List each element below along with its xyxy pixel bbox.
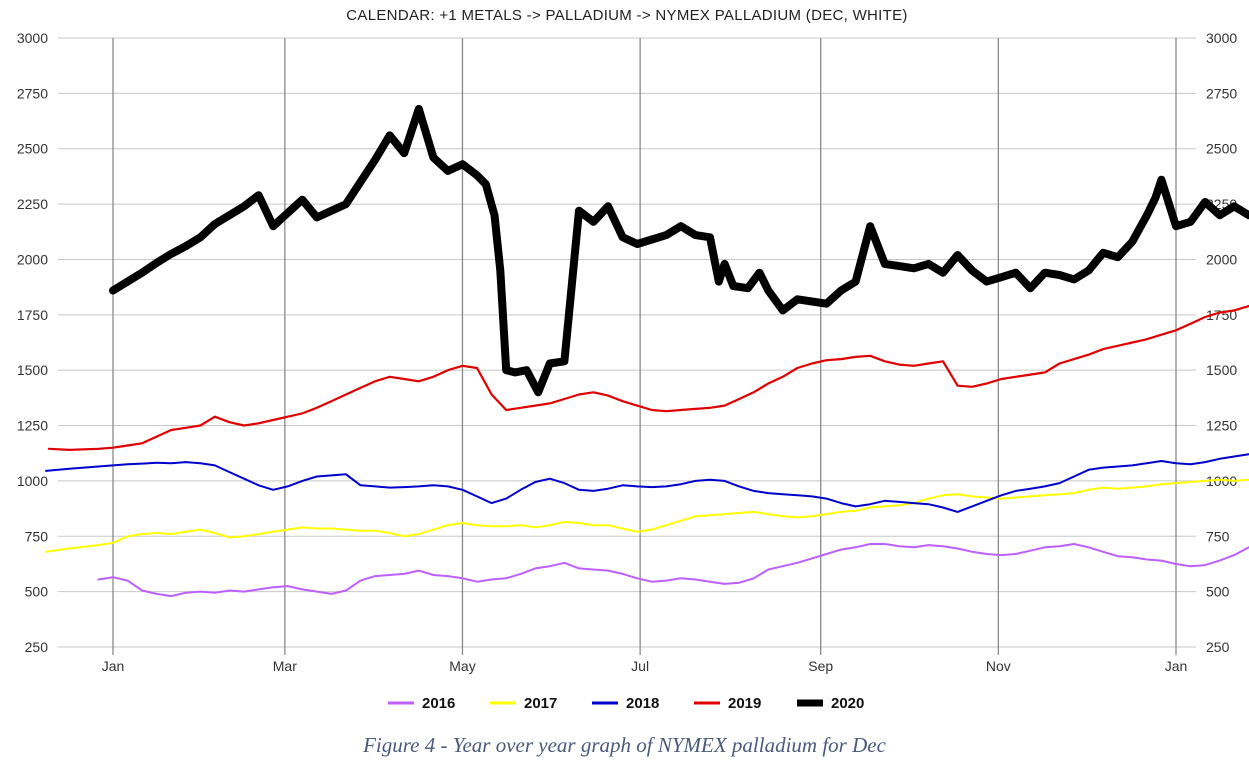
y-tick-label: 750: [25, 528, 49, 544]
y-tick-label: 1750: [17, 307, 48, 323]
y-tick-label: 500: [25, 584, 49, 600]
y-axis-left: 250 500 750 1000 1250 1500 1750 2000 2250 2500 275…: [17, 30, 48, 655]
y-tick-label: 1500: [17, 362, 48, 378]
x-tick-label: Jul: [631, 658, 649, 674]
series-line-2020: [109, 104, 1249, 397]
y-tick-label: 3000: [17, 30, 48, 46]
legend-label-2020: 2020: [831, 695, 864, 712]
y-tick-label: 750: [1206, 528, 1230, 544]
series-line-2016: [97, 543, 1249, 598]
series-lines: [45, 104, 1249, 598]
y-tick-label: 1250: [17, 418, 48, 434]
y-tick-label: 1000: [17, 473, 48, 489]
series-line-2017: [45, 478, 1249, 553]
y-tick-label: 250: [1206, 639, 1230, 655]
series-line-2018: [45, 453, 1249, 513]
legend-label-2018: 2018: [626, 695, 659, 712]
x-tick-label: Jan: [102, 658, 125, 674]
legend-label-2017: 2017: [524, 695, 557, 712]
x-tick-label: Jan: [1165, 658, 1188, 674]
figure-caption: Figure 4 - Year over year graph of NYMEX…: [363, 733, 886, 757]
y-tick-label: 500: [1206, 584, 1230, 600]
y-tick-label: 2500: [17, 141, 48, 157]
x-axis: Jan Mar May Jul Sep Nov Jan: [102, 658, 1188, 674]
palladium-chart: CALENDAR: +1 METALS -> PALLADIUM -> NYME…: [17, 7, 1249, 712]
y-tick-label: 2500: [1206, 141, 1237, 157]
y-tick-label: 2250: [17, 196, 48, 212]
legend-label-2016: 2016: [422, 695, 455, 712]
y-tick-label: 1500: [1206, 362, 1237, 378]
y-axis-right: 2505007501000125015001750200022502500275…: [1206, 30, 1237, 655]
series-line-2019: [47, 304, 1249, 451]
y-tick-label: 250: [25, 639, 49, 655]
y-tick-label: 1250: [1206, 418, 1237, 434]
y-tick-label: 2000: [1206, 251, 1237, 267]
y-tick-label: 2750: [17, 85, 48, 101]
y-tick-label: 3000: [1206, 30, 1237, 46]
y-tick-label: 2000: [17, 251, 48, 267]
x-tick-label: Mar: [273, 658, 297, 674]
grid-lines: [58, 37, 1196, 655]
y-tick-label: 2750: [1206, 85, 1237, 101]
x-tick-label: Nov: [986, 658, 1011, 674]
legend-label-2019: 2019: [728, 695, 761, 712]
x-tick-label: Sep: [808, 658, 833, 674]
legend: 2016 2017 2018 2019 2020: [388, 695, 864, 712]
chart-title: CALENDAR: +1 METALS -> PALLADIUM -> NYME…: [346, 7, 907, 24]
x-tick-label: May: [449, 658, 475, 674]
